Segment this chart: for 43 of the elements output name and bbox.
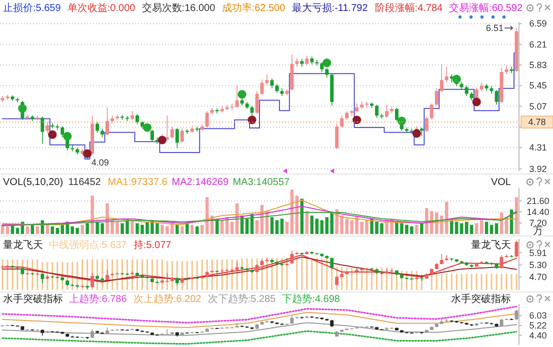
text: 持:5.077	[133, 239, 172, 251]
y-tick-label: 4.40	[529, 330, 547, 340]
y-axis-title: 万	[533, 226, 543, 237]
annotation: 量龙飞天	[471, 239, 511, 251]
chart-subtitle: 116452	[68, 177, 102, 188]
y-tick-label: 5.83	[529, 60, 547, 70]
text: MA1:97337.6	[108, 177, 168, 188]
annotation: 4.09	[91, 158, 109, 168]
text: 交易涨幅:60.592	[449, 2, 524, 14]
y-tick-label: 6.59	[529, 18, 547, 29]
y-tick-label: 5.30	[529, 260, 547, 270]
annotation: 水手突破指标	[451, 293, 511, 305]
series-label: 中线强弱点:5.637	[49, 239, 128, 251]
y-tick-label: 4.31	[529, 142, 547, 153]
text: 次上趋势:6.202	[133, 293, 202, 305]
y-tick-label: 4.70	[529, 272, 547, 282]
series-label: 上趋势:6.786	[69, 293, 128, 305]
text: 交易次数:16.000	[142, 2, 216, 14]
y-tick-label: 7.20	[529, 218, 547, 228]
text: MA2:146269	[172, 177, 229, 188]
y-tick-label: 6.03	[529, 310, 547, 321]
text: 下趋势:4.698	[282, 293, 340, 305]
y-tick-label: 3.92	[529, 164, 547, 174]
text: 阶段涨幅:4.784	[374, 2, 444, 14]
ref-line-label: 4.78	[528, 117, 546, 128]
text: 次下趋势:5.285	[208, 293, 276, 305]
y-tick-label: 6.21	[529, 39, 547, 50]
chart-title: 水手突破指标	[3, 293, 63, 305]
y-tick-label: 5.91	[529, 248, 547, 258]
y-tick-label: 14.40	[526, 206, 550, 217]
y-tick-label: 5.22	[529, 320, 547, 330]
chart-title: VOL(5,10,20)	[3, 177, 64, 188]
text: 单次收益:0.000	[67, 2, 136, 14]
text: 成功率:62.500	[222, 2, 286, 14]
text: MA3:140557	[232, 177, 290, 188]
annotation: 6.51	[486, 22, 504, 33]
annotation: VOL	[490, 177, 512, 188]
chart-title: 量龙飞天	[3, 239, 43, 251]
text: 止损价:5.659	[3, 2, 62, 14]
text: 最大亏损:-11.792	[292, 2, 368, 14]
y-tick-label: 21.60	[526, 196, 550, 206]
y-tick-label: 5.45	[529, 80, 547, 91]
y-tick-label: 5.07	[529, 101, 547, 112]
